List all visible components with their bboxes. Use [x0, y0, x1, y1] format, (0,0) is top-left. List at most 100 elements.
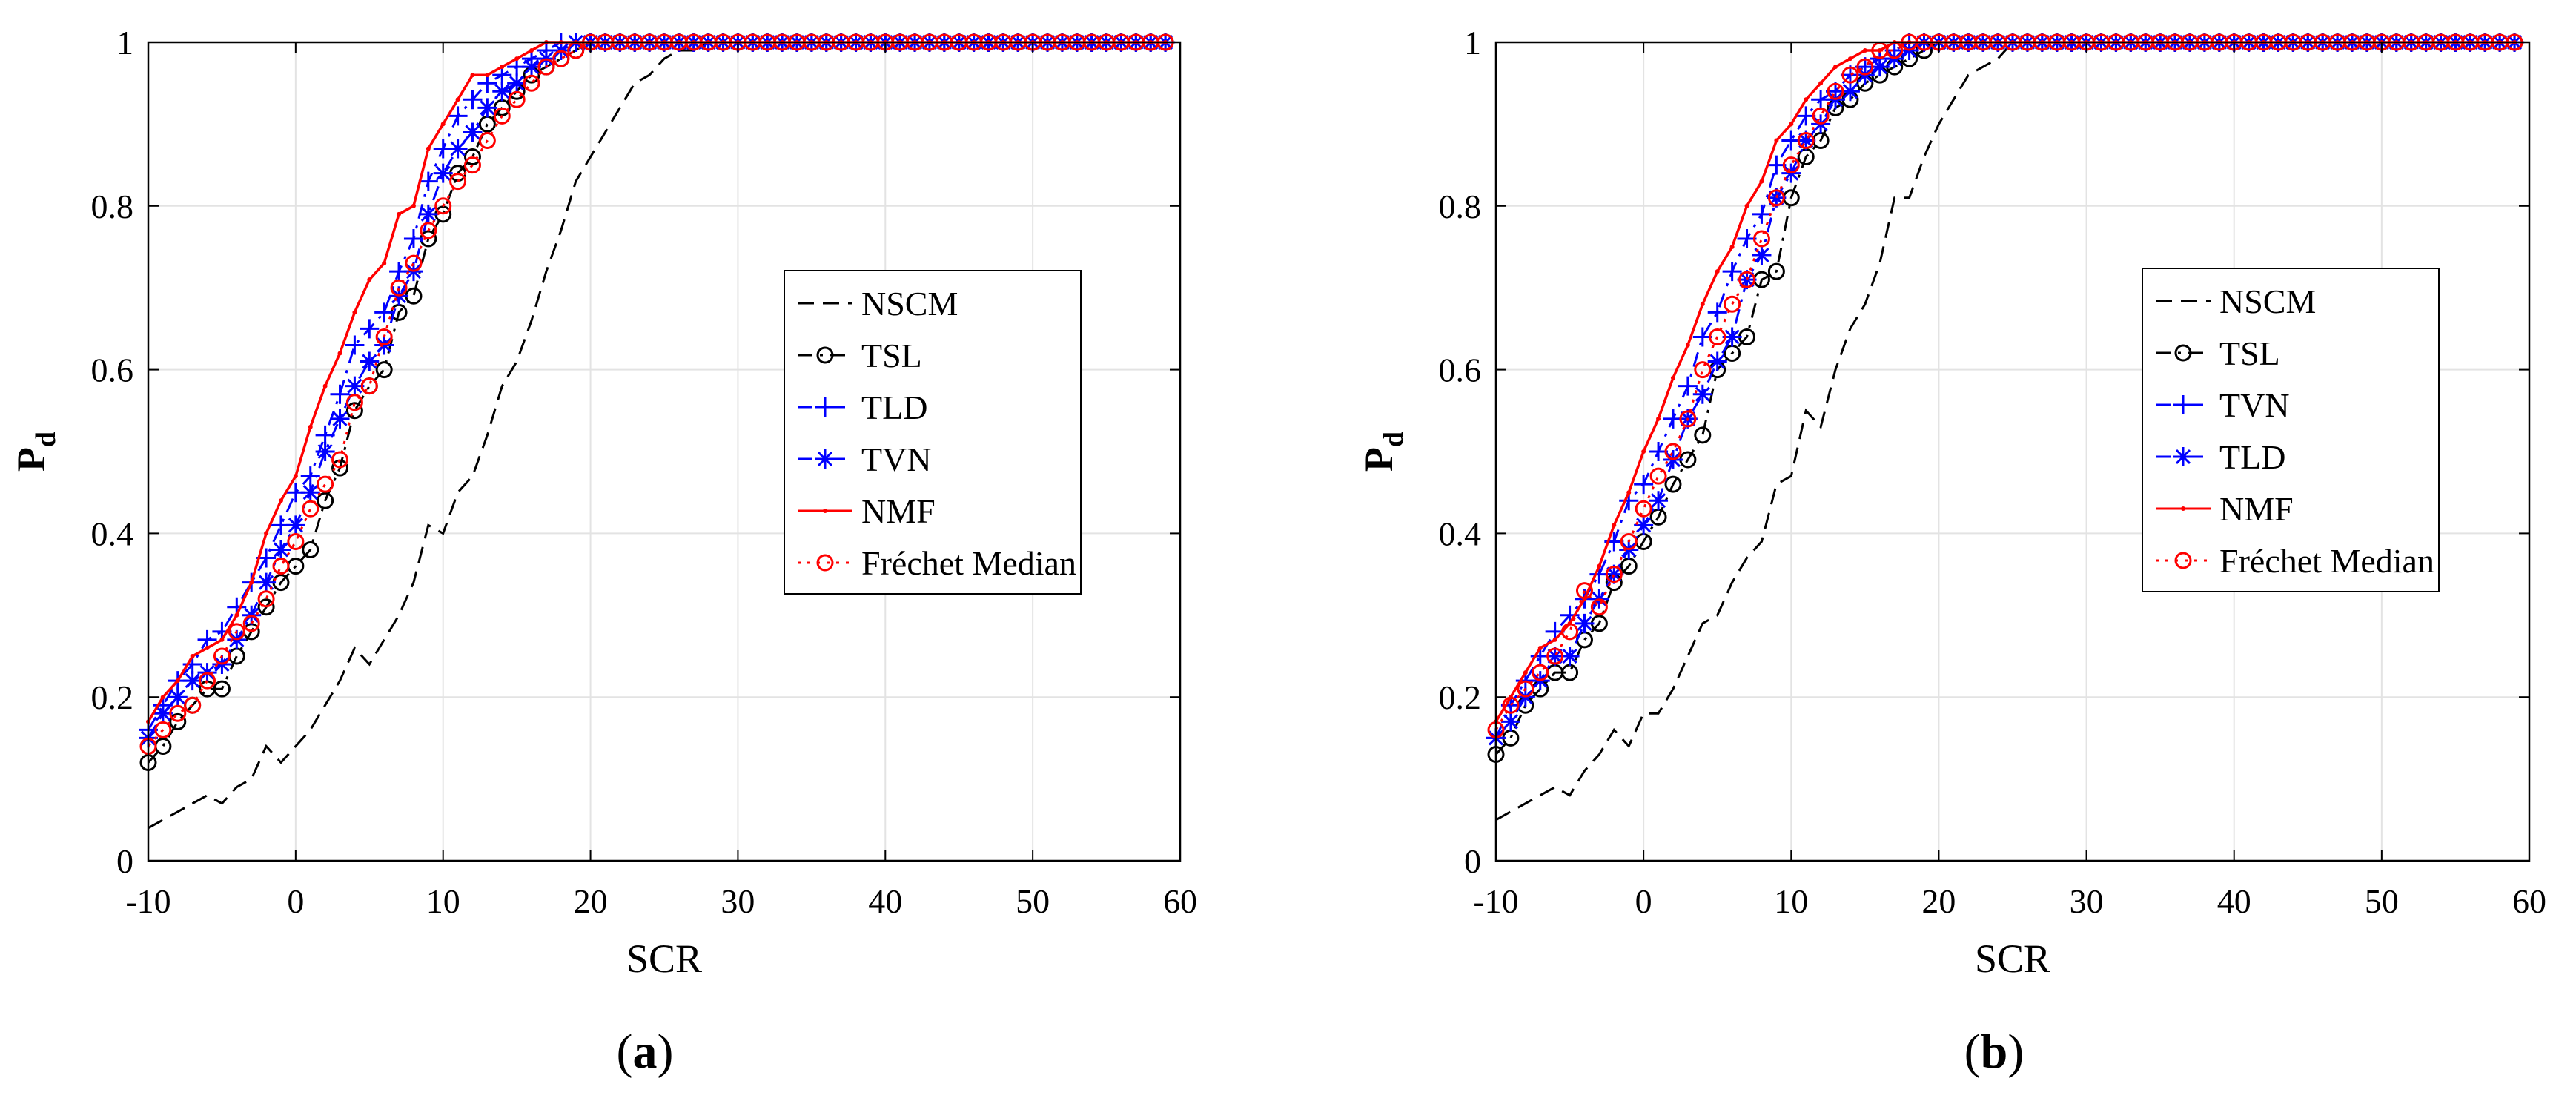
data-point	[485, 73, 490, 78]
data-point	[522, 57, 542, 77]
data-point	[448, 106, 468, 126]
data-point	[1715, 269, 1720, 274]
data-point	[1560, 647, 1580, 666]
data-point	[1709, 328, 1726, 345]
data-point	[1537, 645, 1543, 650]
data-point	[1685, 343, 1690, 348]
data-point	[1841, 66, 1859, 84]
y-axis-label: Pd	[9, 432, 62, 472]
data-point	[345, 402, 363, 420]
legend-marker	[815, 397, 835, 417]
data-point	[360, 351, 380, 371]
data-point	[405, 254, 423, 272]
data-point	[492, 82, 512, 102]
data-point	[1626, 490, 1632, 495]
data-point	[1767, 189, 1785, 207]
data-point	[331, 451, 349, 469]
legend-box	[784, 270, 1082, 595]
legend-marker	[2173, 447, 2193, 466]
data-point	[257, 598, 275, 616]
data-point	[322, 383, 328, 389]
data-point	[360, 377, 378, 395]
data-point	[529, 48, 534, 53]
legend-marker	[816, 554, 834, 572]
data-point	[508, 90, 526, 108]
data-point	[1744, 203, 1749, 208]
y-tick-label: 0.2	[91, 678, 134, 716]
data-point	[523, 74, 540, 92]
data-point	[1620, 532, 1638, 550]
data-point	[1840, 82, 1860, 102]
data-point	[1575, 582, 1593, 600]
data-point	[317, 492, 334, 509]
data-point	[184, 696, 202, 714]
data-point	[293, 474, 298, 479]
data-point	[1782, 156, 1800, 174]
data-point	[169, 712, 187, 730]
data-point	[552, 50, 570, 67]
data-point	[213, 680, 231, 698]
data-point	[1552, 637, 1557, 642]
data-point	[228, 623, 245, 641]
data-point	[1612, 523, 1617, 528]
data-point	[1604, 564, 1624, 584]
caption-close-paren: )	[658, 1025, 674, 1079]
data-point	[219, 637, 225, 642]
legend-entry: NSCM	[2219, 282, 2316, 320]
data-point	[1797, 131, 1815, 149]
data-point	[1767, 188, 1787, 208]
data-point	[1789, 122, 1794, 127]
data-point	[1532, 664, 1549, 681]
legend: NSCM TSL TLD TVN NMF Fréchet Median	[784, 270, 1082, 595]
data-point	[337, 351, 342, 356]
y-axis-label-main: P	[9, 447, 53, 472]
data-point	[213, 647, 231, 665]
data-point	[308, 424, 313, 429]
data-point	[1812, 107, 1830, 125]
data-point	[411, 203, 416, 208]
data-point	[1664, 475, 1682, 493]
data-point	[418, 204, 438, 224]
data-point	[300, 483, 320, 503]
data-point	[1856, 58, 1874, 76]
chart-b: -10 0 10 20 30 40 50 6000.20.40.60.81SCRPdNSCMT…	[1357, 24, 2546, 1079]
legend-entry: Fréchet Median	[861, 544, 1076, 582]
y-tick-label: 1	[116, 24, 133, 62]
legend-marker	[2174, 552, 2192, 569]
data-point	[1670, 375, 1675, 380]
data-point	[175, 678, 180, 684]
data-point	[154, 721, 172, 738]
data-point	[374, 302, 394, 323]
data-point	[352, 310, 357, 315]
data-point	[249, 580, 254, 585]
data-point	[205, 645, 210, 650]
data-point	[1818, 81, 1824, 86]
data-point	[478, 131, 496, 149]
caption-letter: a	[633, 1025, 658, 1079]
figure-caption: (a)	[617, 1025, 674, 1079]
data-point	[514, 56, 520, 62]
y-tick-label: 1	[1464, 24, 1481, 62]
data-point	[1752, 230, 1770, 248]
data-point	[285, 515, 305, 535]
data-point	[433, 163, 453, 183]
data-point	[1649, 491, 1669, 511]
data-point	[256, 572, 277, 592]
data-point	[463, 148, 481, 166]
data-point	[1679, 410, 1697, 428]
data-point	[463, 90, 483, 110]
data-point	[182, 671, 202, 691]
data-point	[470, 73, 475, 78]
data-point	[537, 58, 555, 76]
data-point	[1635, 500, 1652, 518]
legend: NSCM TSL TVN TLD NMF Fréchet Median	[2142, 268, 2440, 592]
data-point	[315, 442, 335, 461]
caption-open-paren: (	[1964, 1025, 1981, 1079]
data-point	[264, 531, 269, 536]
data-point	[1827, 82, 1844, 100]
data-point	[1502, 696, 1520, 714]
data-point	[1692, 384, 1712, 404]
data-point	[1575, 613, 1595, 633]
x-tick-label: 30	[721, 882, 755, 920]
